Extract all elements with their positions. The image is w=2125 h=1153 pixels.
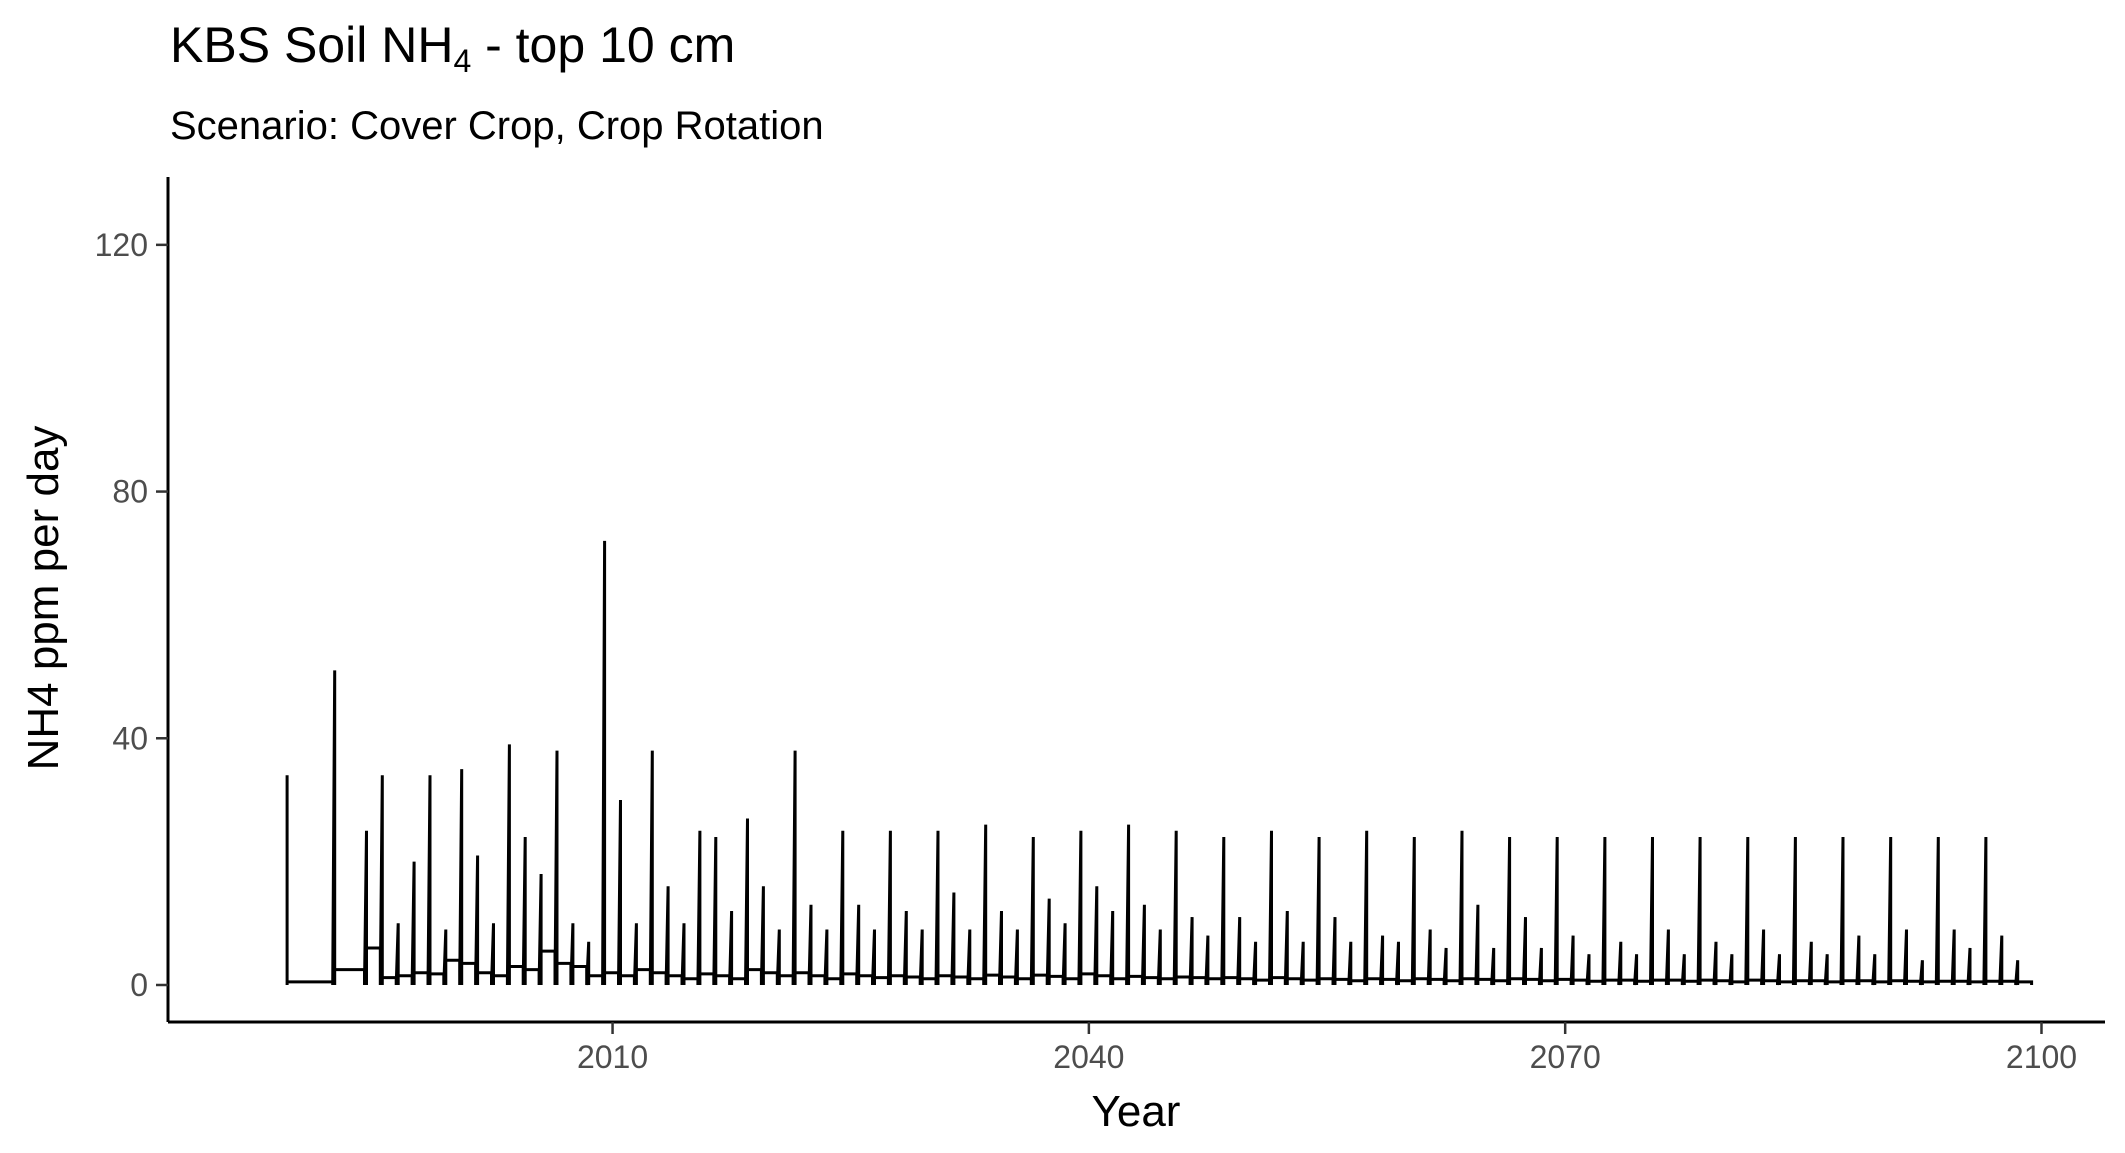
chart-title: KBS Soil NH4 - top 10 cm [170,16,735,80]
x-axis-ticks: 2010 2040 2070 2100 [577,1022,2077,1075]
chart-title-main: KBS Soil NH [170,17,454,73]
y-tick-label: 0 [130,967,148,1003]
y-axis-title: NH4 ppm per day [19,426,68,771]
chart-title-subscript: 4 [453,43,472,79]
x-tick-label: 2010 [577,1039,648,1075]
x-tick-label: 2070 [1530,1039,1601,1075]
y-tick-label: 80 [112,474,148,510]
y-tick-label: 120 [95,227,148,263]
y-axis-ticks: 0 40 80 120 [95,227,168,1003]
series-line [285,540,2034,986]
chart-subtitle: Scenario: Cover Crop, Crop Rotation [170,104,824,148]
x-tick-label: 2040 [1053,1039,1124,1075]
x-tick-label: 2100 [2006,1039,2077,1075]
chart-title-suffix: - top 10 cm [471,17,736,73]
x-axis-title: Year [1092,1087,1181,1136]
data-marks [285,540,2034,986]
y-tick-label: 40 [112,720,148,756]
